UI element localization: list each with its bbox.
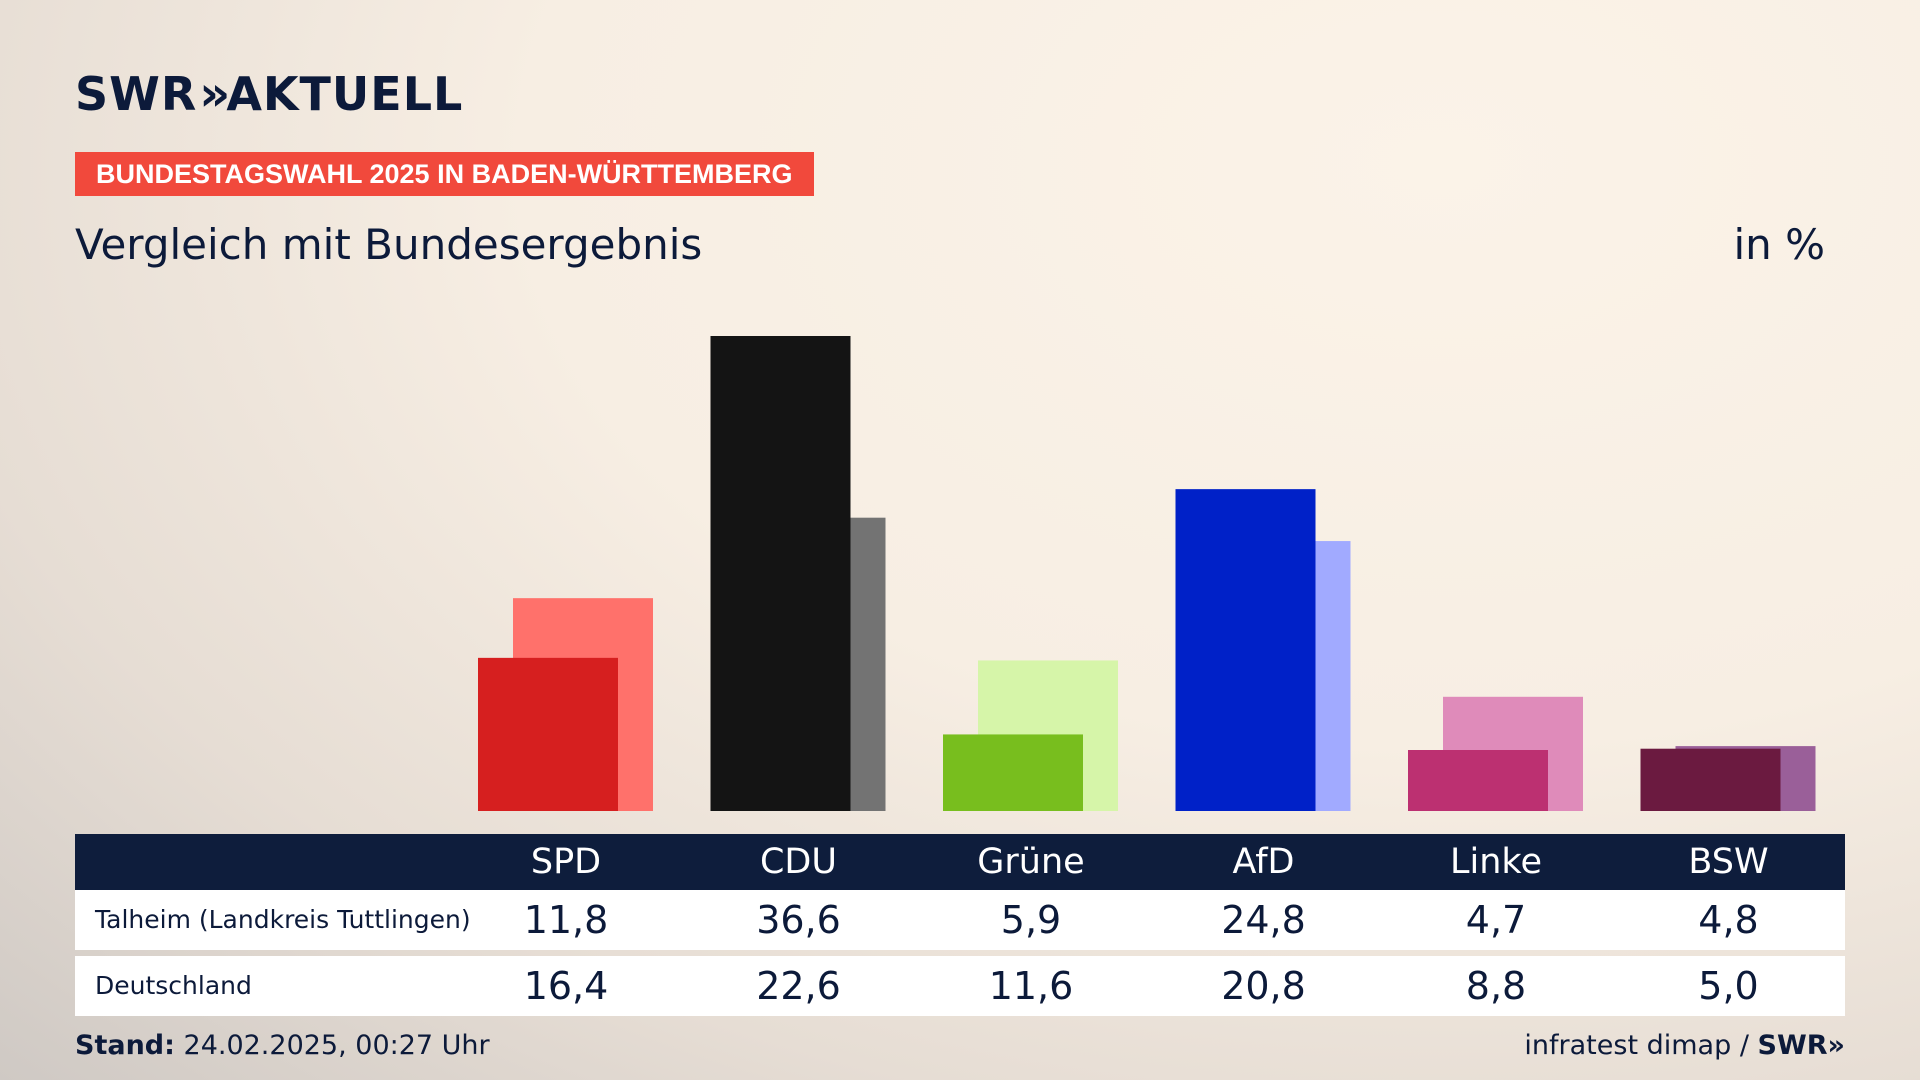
row-label-local: Talheim (Landkreis Tuttlingen) [95, 905, 471, 934]
row-label-federal: Deutschland [95, 971, 252, 1000]
swr-aktuell-logo: SWR » AKTUELL [75, 66, 463, 122]
source-text: infratest dimap / [1524, 1030, 1749, 1061]
table-row-local: Talheim (Landkreis Tuttlingen) 11,8 36,6 5… [75, 890, 1845, 950]
source-credit: infratest dimap / SWR» [1524, 1030, 1845, 1061]
bar-local-spd [478, 657, 618, 811]
bar-local-linke [1408, 750, 1548, 811]
chart-subtitle: Vergleich mit Bundesergebnis [75, 220, 703, 269]
tick-label-linke: Linke [1450, 842, 1542, 882]
timestamp: Stand: 24.02.2025, 00:27 Uhr [75, 1030, 490, 1061]
data-label-federal-bsw: 5,0 [1698, 964, 1759, 1008]
table-row-federal: Deutschland 16,4 22,6 11,6 20,8 8,8 5,0 [75, 956, 1845, 1016]
data-label-federal-spd: 16,4 [523, 964, 609, 1008]
data-label-local-afd: 24,8 [1221, 898, 1306, 942]
data-label-local-spd: 11,8 [523, 898, 609, 942]
data-label-federal-linke: 8,8 [1465, 964, 1527, 1008]
logo-text: SWR [75, 67, 198, 121]
kicker-banner: BUNDESTAGSWAHL 2025 IN BADEN-WÜRTTEMBERG [75, 152, 814, 196]
data-label-local-cdu: 36,6 [756, 898, 841, 942]
stand-value: 24.02.2025, 00:27 Uhr [183, 1030, 490, 1061]
bar-local-cdu [710, 336, 851, 811]
tick-label-afd: AfD [1232, 842, 1295, 882]
tick-label-cdu: CDU [759, 842, 837, 882]
results-table: SPD CDU Grüne AfD Linke BSW Talheim (Landkrei… [75, 834, 1845, 1016]
bar-local-bsw [1640, 748, 1781, 811]
bar-local-afd [1175, 489, 1316, 811]
data-label-local-linke: 4,7 [1465, 898, 1527, 942]
data-label-federal-grüne: 11,6 [988, 964, 1074, 1008]
data-label-federal-afd: 20,8 [1221, 964, 1306, 1008]
tick-label-bsw: BSW [1688, 842, 1769, 882]
stand-label: Stand: [75, 1030, 175, 1061]
table-header: SPD CDU Grüne AfD Linke BSW [75, 834, 1845, 890]
data-label-federal-cdu: 22,6 [756, 964, 841, 1008]
tick-label-grüne: Grüne [977, 842, 1085, 882]
logo-suffix: AKTUELL [226, 67, 464, 121]
tick-label-spd: SPD [530, 842, 602, 882]
data-label-local-bsw: 4,8 [1698, 898, 1759, 942]
bar-local-grüne [943, 734, 1083, 811]
data-label-local-grüne: 5,9 [1000, 898, 1062, 942]
unit-label: in % [1733, 220, 1825, 269]
source-brand-logo: SWR» [1757, 1030, 1845, 1061]
